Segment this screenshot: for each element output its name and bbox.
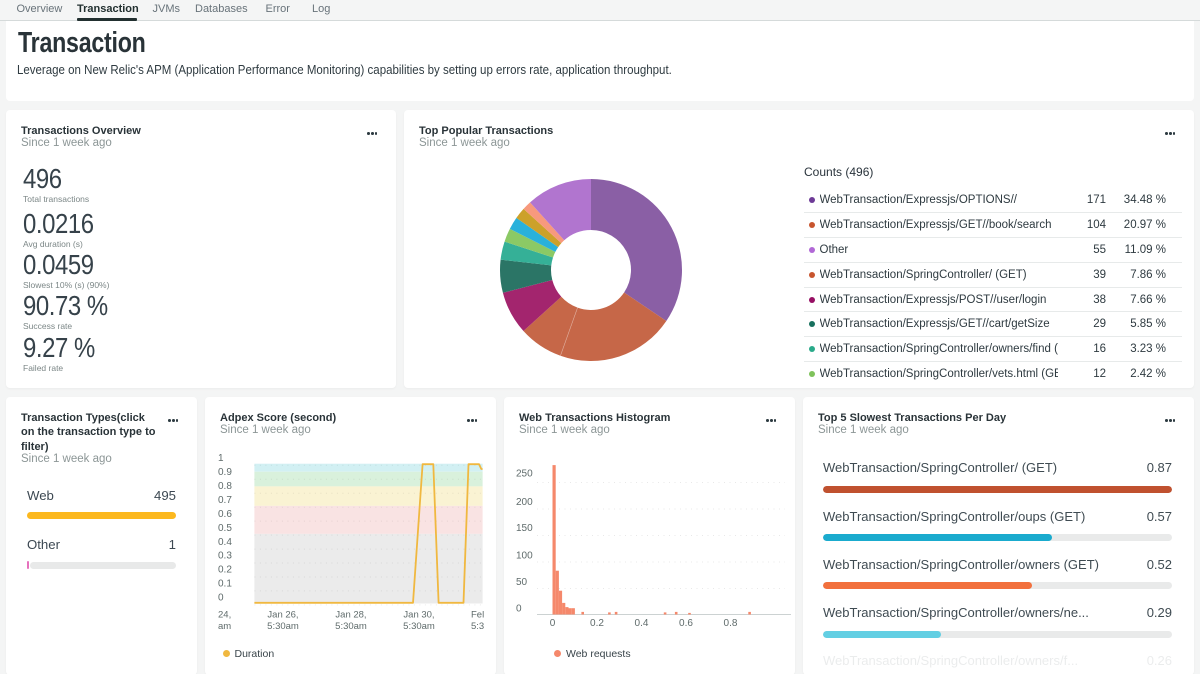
- svg-text:Jan 30,: Jan 30,: [403, 609, 434, 620]
- svg-text:0.6: 0.6: [218, 508, 232, 519]
- svg-text:5:30am: 5:30am: [267, 621, 299, 632]
- svg-text:250: 250: [516, 468, 533, 479]
- svg-text:0.8: 0.8: [218, 480, 232, 491]
- svg-text:5:3: 5:3: [471, 621, 484, 632]
- svg-text:0.4: 0.4: [635, 618, 649, 629]
- svg-text:150: 150: [516, 523, 533, 534]
- svg-text:0.8: 0.8: [724, 618, 738, 629]
- svg-text:200: 200: [516, 496, 533, 507]
- svg-text:Jan 26,: Jan 26,: [267, 609, 298, 620]
- svg-text:0: 0: [218, 592, 224, 603]
- svg-text:0: 0: [550, 618, 556, 629]
- svg-text:0: 0: [516, 603, 522, 614]
- svg-text:Fel: Fel: [471, 609, 484, 620]
- svg-text:0.5: 0.5: [218, 522, 232, 533]
- svg-text:0.4: 0.4: [218, 536, 232, 547]
- svg-text:100: 100: [516, 550, 533, 561]
- svg-text:0.3: 0.3: [218, 550, 232, 561]
- svg-text:5:30am: 5:30am: [335, 621, 367, 632]
- svg-text:0.9: 0.9: [218, 467, 232, 478]
- svg-text:1: 1: [218, 453, 224, 464]
- svg-text:0.2: 0.2: [590, 618, 604, 629]
- svg-text:0.7: 0.7: [218, 494, 232, 505]
- svg-text:am: am: [218, 621, 231, 632]
- svg-text:0.6: 0.6: [679, 618, 693, 629]
- svg-text:0.2: 0.2: [218, 564, 232, 575]
- svg-text:0.1: 0.1: [218, 578, 232, 589]
- svg-text:50: 50: [516, 577, 528, 588]
- svg-text:24,: 24,: [218, 609, 231, 620]
- svg-text:5:30am: 5:30am: [403, 621, 435, 632]
- svg-text:Jan 28,: Jan 28,: [335, 609, 366, 620]
